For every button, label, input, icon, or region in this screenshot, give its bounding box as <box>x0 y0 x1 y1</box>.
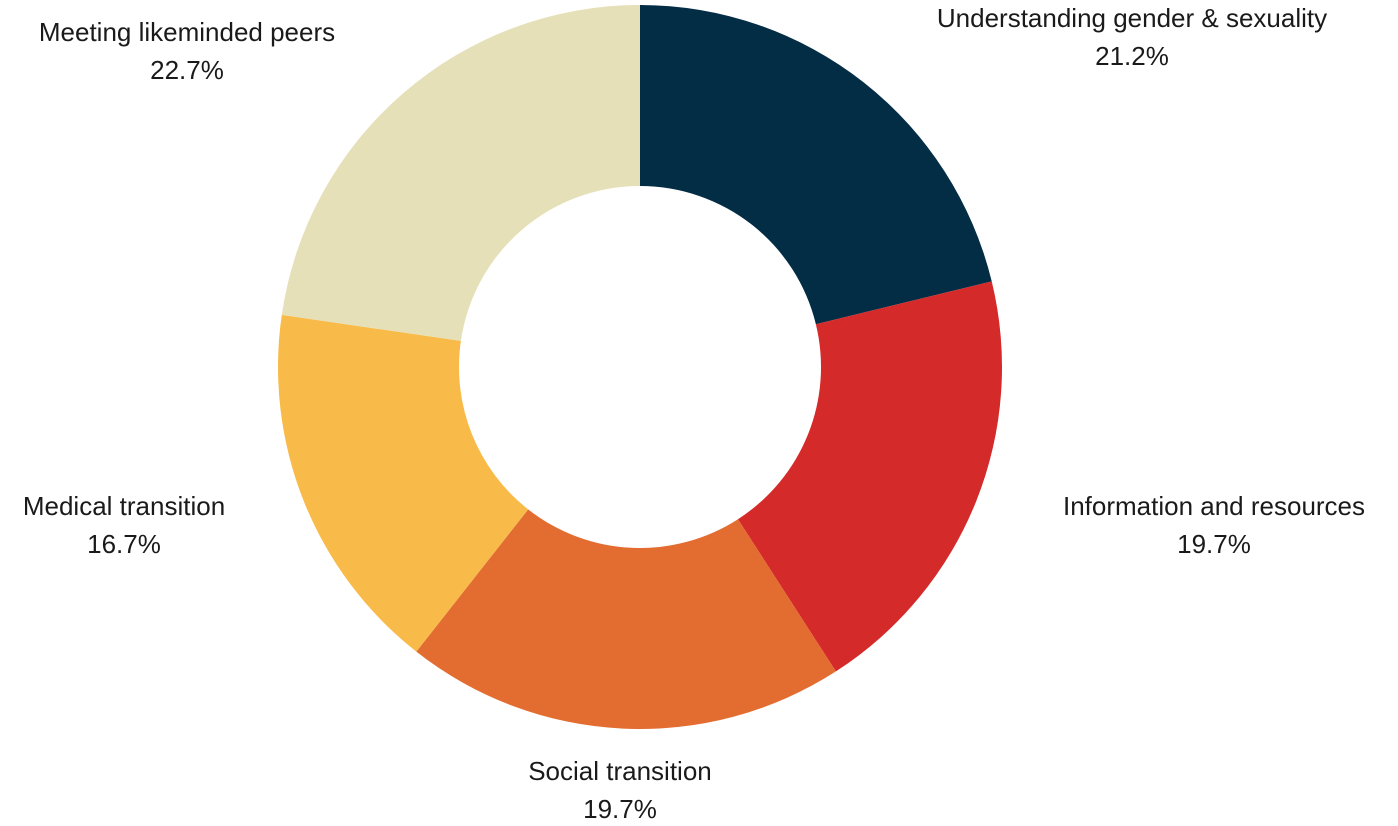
slice-label: Meeting likeminded peers <box>39 17 335 47</box>
donut-slice <box>737 281 1002 672</box>
slice-label: Understanding gender & sexuality <box>937 3 1327 33</box>
donut-slice <box>278 314 529 652</box>
donut-slice <box>416 509 836 730</box>
slice-label: Information and resources <box>1063 491 1365 521</box>
donut-slice <box>281 5 640 341</box>
donut-slice <box>640 5 992 325</box>
slice-value-label: 19.7% <box>583 794 657 824</box>
slice-value-label: 16.7% <box>87 529 161 559</box>
slice-value-label: 21.2% <box>1095 41 1169 71</box>
slice-label: Medical transition <box>23 491 225 521</box>
slice-label: Social transition <box>528 756 712 786</box>
slice-value-label: 22.7% <box>150 55 224 85</box>
slice-value-label: 19.7% <box>1177 529 1251 559</box>
